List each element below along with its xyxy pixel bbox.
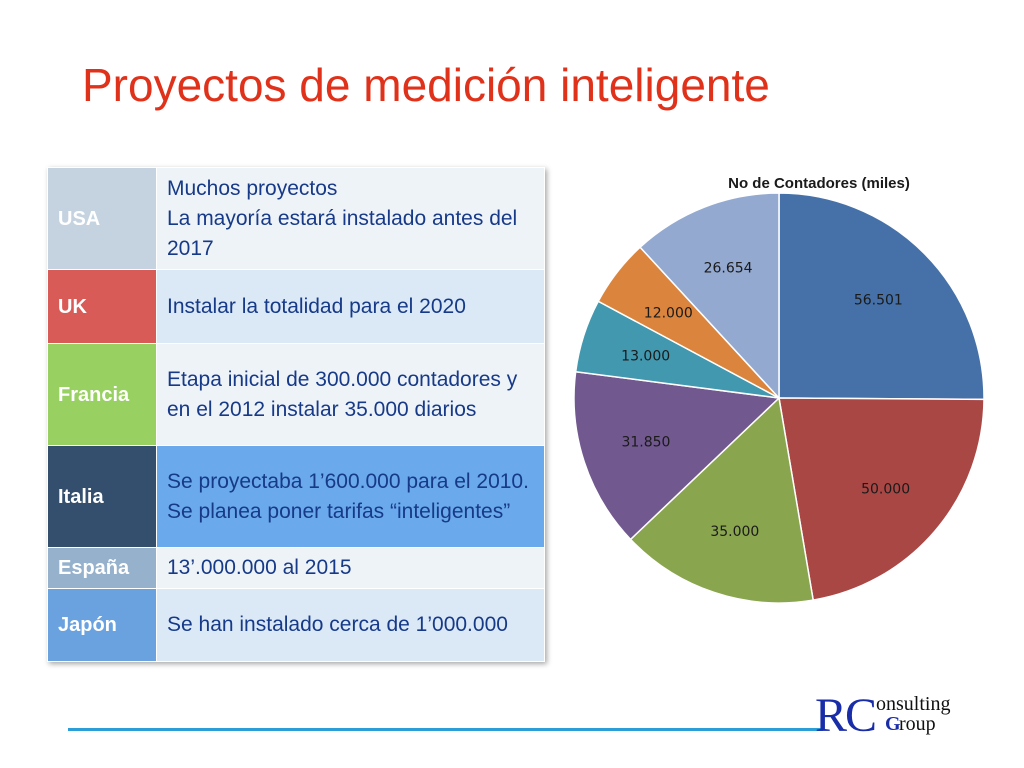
- slice-label: 56.501: [854, 292, 903, 308]
- description-cell: 13’.000.000 al 2015: [156, 547, 545, 589]
- country-cell: España: [47, 547, 157, 589]
- description-cell: Muchos proyectos La mayoría estará insta…: [156, 167, 545, 270]
- country-cell: Italia: [47, 445, 157, 548]
- company-logo: RC onsulting G roup: [815, 688, 985, 748]
- table-row: España 13’.000.000 al 2015: [47, 547, 545, 589]
- description-text: Instalar la totalidad para el 2020: [167, 294, 466, 318]
- slice-label: 50.000: [861, 482, 910, 498]
- pie-chart: No de Contadores (miles) 56.501 50.000 35.…: [573, 175, 985, 604]
- description-text: 13’.000.000 al 2015: [167, 556, 352, 579]
- country-label: Italia: [58, 485, 104, 508]
- slice-label: 13.000: [621, 348, 670, 364]
- description-text: Etapa inicial de 300.000 contadores y en…: [167, 367, 518, 421]
- table-row: Francia Etapa inicial de 300.000 contador…: [47, 343, 545, 446]
- slice-label: 35.000: [710, 524, 759, 540]
- logo-rc: RC: [815, 689, 877, 742]
- slice-label: 12.000: [644, 305, 693, 321]
- projects-table: USA Muchos proyectos La mayoría estará in…: [47, 167, 545, 662]
- slice-label: 31.850: [621, 435, 670, 451]
- logo-word1: onsulting: [876, 693, 951, 715]
- description-cell: Se han instalado cerca de 1’000.000: [156, 588, 545, 662]
- country-cell: USA: [47, 167, 157, 270]
- description-cell: Instalar la totalidad para el 2020: [156, 269, 545, 344]
- pie-slice: [778, 192, 985, 401]
- country-label: UK: [58, 295, 87, 318]
- pie-slice: [778, 397, 985, 601]
- logo-word2: roup: [899, 713, 936, 735]
- country-label: España: [58, 557, 130, 579]
- table-row: Italia Se proyectaba 1’600.000 para el 20…: [47, 445, 545, 548]
- country-label: Japón: [58, 614, 117, 636]
- country-cell: UK: [47, 269, 157, 344]
- description-text: Muchos proyectos La mayoría estará insta…: [167, 176, 518, 260]
- chart-title: No de Contadores (miles): [728, 175, 910, 192]
- table-row: Japón Se han instalado cerca de 1’000.000: [47, 588, 545, 662]
- pie-slice: [639, 192, 780, 400]
- slice-label: 26.654: [704, 261, 753, 277]
- table-row: USA Muchos proyectos La mayoría estará in…: [47, 167, 545, 270]
- country-cell: Japón: [47, 588, 157, 662]
- country-label: Francia: [58, 383, 130, 406]
- logo-word2-initial: G: [885, 713, 901, 735]
- table-row: UK Instalar la totalidad para el 2020: [47, 269, 545, 344]
- pie-slice: [629, 396, 815, 604]
- description-text: Se han instalado cerca de 1’000.000: [167, 613, 508, 636]
- description-cell: Etapa inicial de 300.000 contadores y en…: [156, 343, 545, 446]
- country-cell: Francia: [47, 343, 157, 446]
- pie-slice: [573, 370, 781, 541]
- footer-divider: [68, 728, 823, 731]
- page-title: Proyectos de medición inteligente: [82, 59, 770, 111]
- description-text: Se proyectaba 1’600.000 para el 2010. Se…: [167, 469, 529, 523]
- country-label: USA: [58, 207, 101, 230]
- description-cell: Se proyectaba 1’600.000 para el 2010. Se…: [156, 445, 545, 548]
